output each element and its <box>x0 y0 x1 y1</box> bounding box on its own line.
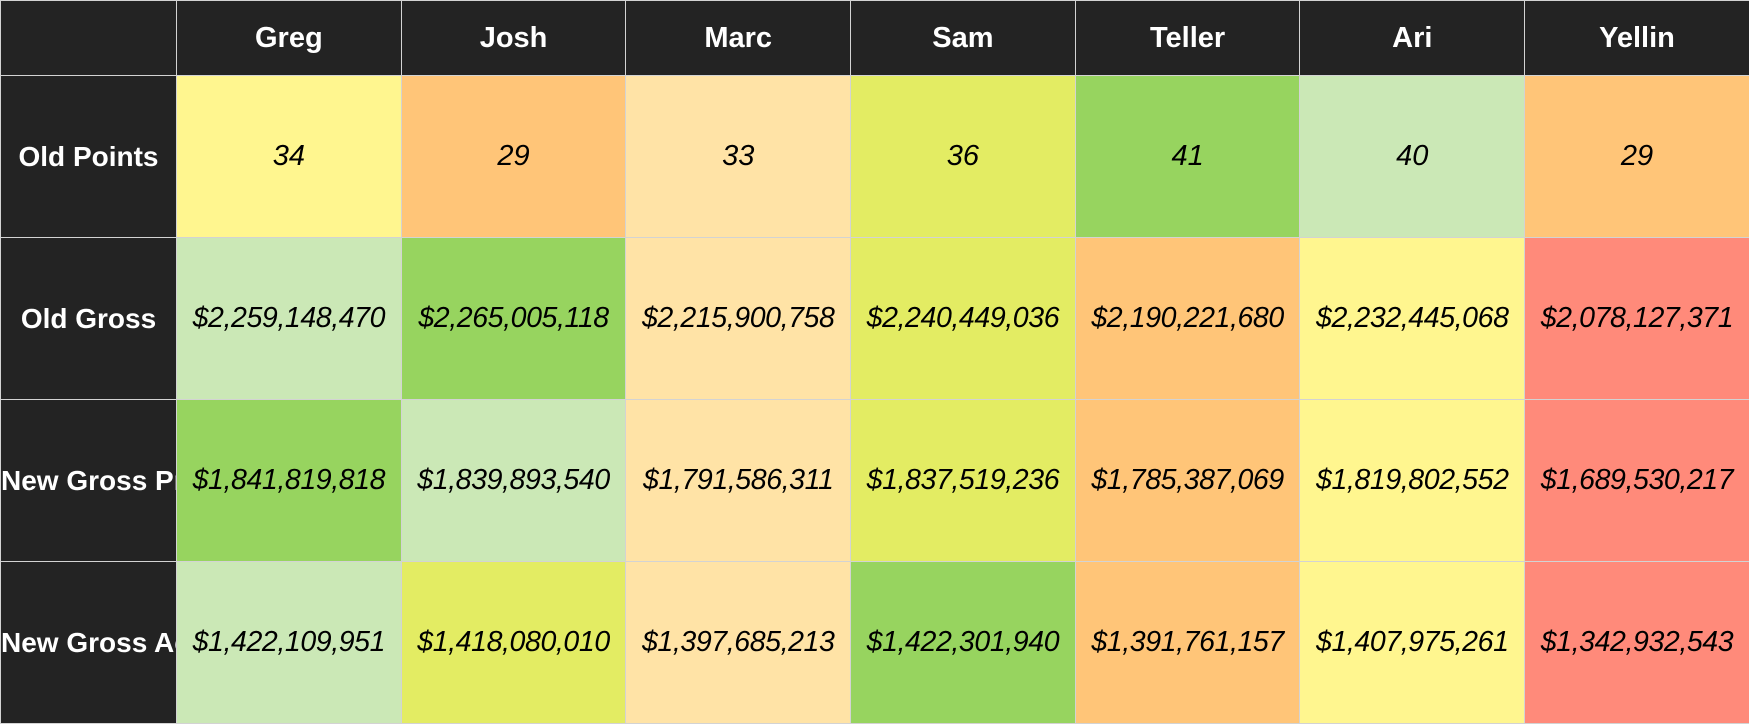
data-cell: $1,837,519,236 <box>851 400 1076 562</box>
column-header-yellin: Yellin <box>1525 1 1749 76</box>
data-cell: $1,689,530,217 <box>1525 400 1749 562</box>
row-header-new-gross-actual: New Gross Actual <box>1 562 177 724</box>
column-header-josh: Josh <box>401 1 626 76</box>
data-cell: 29 <box>401 76 626 238</box>
data-cell: $1,407,975,261 <box>1300 562 1525 724</box>
column-header-marc: Marc <box>626 1 851 76</box>
data-cell: $1,391,761,157 <box>1075 562 1300 724</box>
row-header-old-points: Old Points <box>1 76 177 238</box>
data-cell: $1,418,080,010 <box>401 562 626 724</box>
data-cell: $1,839,893,540 <box>401 400 626 562</box>
row-header-new-gross-projected: New Gross Projected <box>1 400 177 562</box>
corner-cell <box>1 1 177 76</box>
data-cell: $2,215,900,758 <box>626 238 851 400</box>
data-cell: 29 <box>1525 76 1749 238</box>
data-cell: $2,265,005,118 <box>401 238 626 400</box>
data-cell: $1,342,932,543 <box>1525 562 1749 724</box>
data-cell: $2,078,127,371 <box>1525 238 1749 400</box>
data-cell: $1,397,685,213 <box>626 562 851 724</box>
row-new-gross-actual: New Gross Actual $1,422,109,951 $1,418,0… <box>1 562 1749 724</box>
data-cell: 40 <box>1300 76 1525 238</box>
data-cell: 41 <box>1075 76 1300 238</box>
row-old-gross: Old Gross $2,259,148,470 $2,265,005,118 … <box>1 238 1749 400</box>
data-cell: $1,841,819,818 <box>177 400 402 562</box>
data-cell: $1,422,301,940 <box>851 562 1076 724</box>
data-cell: $1,422,109,951 <box>177 562 402 724</box>
data-cell: $2,240,449,036 <box>851 238 1076 400</box>
data-cell: $1,791,586,311 <box>626 400 851 562</box>
row-header-old-gross: Old Gross <box>1 238 177 400</box>
data-cell: $1,819,802,552 <box>1300 400 1525 562</box>
column-header-greg: Greg <box>177 1 402 76</box>
header-row: Greg Josh Marc Sam Teller Ari Yellin <box>1 1 1749 76</box>
data-cell: $1,785,387,069 <box>1075 400 1300 562</box>
column-header-ari: Ari <box>1300 1 1525 76</box>
column-header-sam: Sam <box>851 1 1076 76</box>
data-cell: $2,190,221,680 <box>1075 238 1300 400</box>
data-cell: 33 <box>626 76 851 238</box>
row-new-gross-projected: New Gross Projected $1,841,819,818 $1,83… <box>1 400 1749 562</box>
data-cell: 34 <box>177 76 402 238</box>
data-cell: 36 <box>851 76 1076 238</box>
column-header-teller: Teller <box>1075 1 1300 76</box>
data-cell: $2,259,148,470 <box>177 238 402 400</box>
row-old-points: Old Points 34 29 33 36 41 40 29 <box>1 76 1749 238</box>
data-cell: $2,232,445,068 <box>1300 238 1525 400</box>
